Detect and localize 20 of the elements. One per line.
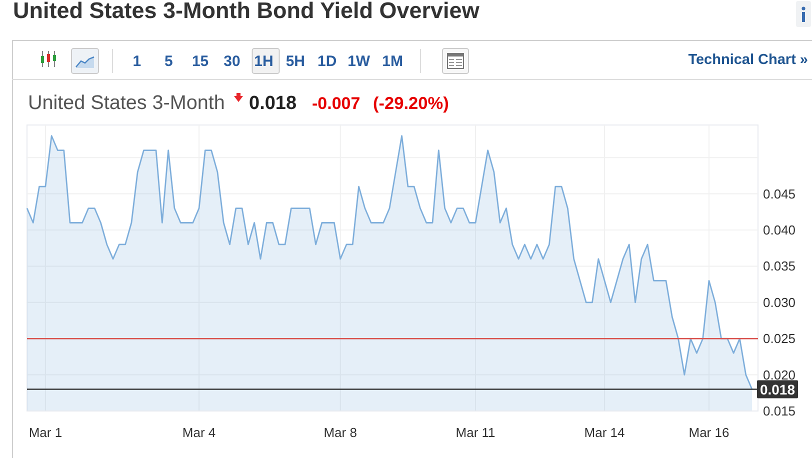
y-tick-label: 0.015 xyxy=(763,404,796,418)
x-tick-label: Mar 16 xyxy=(688,425,730,440)
text: 0.018 xyxy=(249,93,297,114)
x-tick-label: Mar 1 xyxy=(28,425,62,440)
chart-subtitle: United States 3-Month xyxy=(28,92,225,114)
y-tick-label: 0.045 xyxy=(763,186,796,202)
text: (-29.20%) xyxy=(373,93,449,113)
text: Technical Chart » xyxy=(688,52,808,68)
x-tick-label: Mar 11 xyxy=(456,425,496,440)
x-tick-label: Mar 4 xyxy=(182,425,216,440)
x-tick-label: Mar 8 xyxy=(324,425,357,440)
y-tick-label: 0.035 xyxy=(763,258,796,274)
x-tick-label: Mar 14 xyxy=(584,425,625,440)
y-tick-label: 0.030 xyxy=(763,294,796,310)
y-tick-label: 0.020 xyxy=(763,367,796,382)
y-tick-label: 0.040 xyxy=(763,222,796,238)
chart-title: United States 3-Month Bond Yield Overview xyxy=(13,0,480,23)
y-tick-label: 0.025 xyxy=(763,331,796,346)
text: -0.007 xyxy=(312,94,360,113)
text: 1 5 15 30 1H 5H 1D 1W 1M xyxy=(132,53,404,70)
